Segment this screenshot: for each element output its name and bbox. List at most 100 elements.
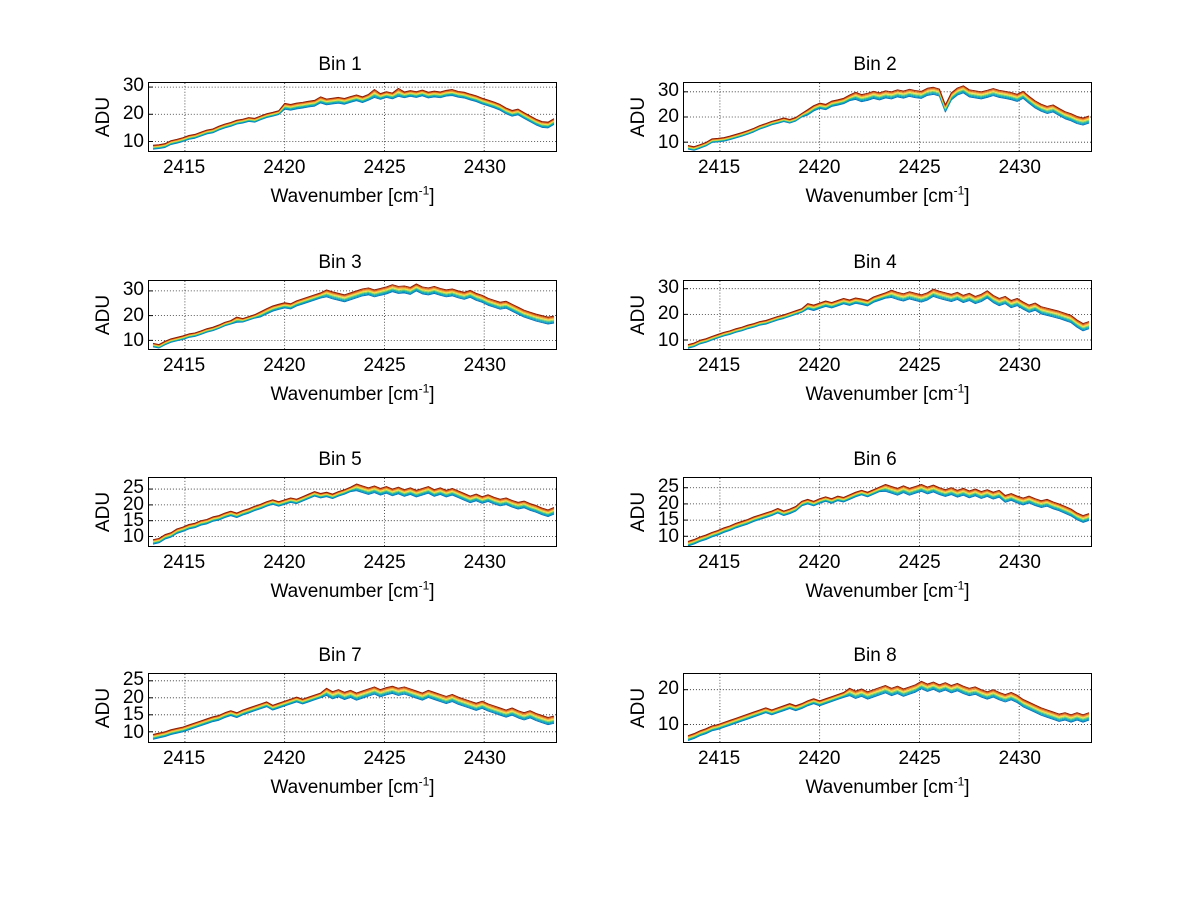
x-axis-label-exponent: -1 — [418, 578, 430, 593]
data-series-trace-5 — [152, 487, 555, 543]
y-tick-label: 20 — [657, 303, 679, 325]
plot-area — [683, 477, 1092, 547]
x-tick-label: 2430 — [463, 552, 506, 573]
y-tick-label: 25 — [122, 669, 144, 690]
data-series-trace-7 — [152, 489, 555, 544]
tick-marks — [149, 488, 153, 537]
y-tick-label: 10 — [657, 131, 679, 153]
data-series-trace-8 — [152, 490, 555, 545]
x-axis-label: Wavenumber [cm-1] — [148, 578, 557, 603]
subplot-title: Bin 7 — [318, 645, 362, 666]
data-series-trace-5 — [152, 689, 555, 738]
x-tick-label: 2420 — [798, 355, 841, 376]
grid-lines — [149, 281, 556, 349]
x-axis-label-exponent: -1 — [418, 183, 430, 198]
data-series-trace-4 — [687, 291, 1090, 347]
y-tick-labels: 10 15 20 25 — [625, 477, 679, 547]
y-tick-labels: 10 20 30 — [625, 278, 679, 351]
x-tick-label: 2430 — [463, 157, 506, 178]
data-series-trace-1 — [687, 288, 1090, 346]
tick-marks — [684, 91, 688, 143]
data-series-trace-1 — [152, 483, 555, 541]
x-tick-label: 2415 — [697, 157, 741, 178]
data-series-trace-1 — [687, 483, 1090, 542]
tick-marks — [684, 288, 688, 341]
x-axis-label-prefix: Wavenumber [cm — [805, 186, 954, 207]
data-series-trace-5 — [152, 92, 555, 148]
data-series-trace-7 — [687, 489, 1090, 546]
subplot-title: Bin 3 — [318, 252, 362, 273]
data-series-trace-1 — [152, 87, 555, 146]
x-axis-label: Wavenumber [cm-1] — [148, 776, 557, 799]
x-tick-label: 2420 — [263, 355, 306, 376]
data-series-trace-5 — [687, 685, 1090, 739]
x-axis-label-suffix: ] — [429, 777, 435, 798]
y-tick-label: 20 — [122, 103, 144, 125]
x-axis-label: Wavenumber [cm-1] — [683, 381, 1092, 406]
data-series-trace-3 — [152, 687, 555, 737]
x-axis-label-prefix: Wavenumber [cm — [270, 384, 419, 405]
subplot-title: Bin 4 — [853, 252, 897, 273]
y-tick-labels: 10 20 30 — [90, 280, 144, 350]
x-tick-label: 2425 — [898, 157, 941, 178]
x-tick-label: 2420 — [263, 748, 306, 769]
data-series-trace-8 — [152, 692, 555, 740]
data-series-trace-6 — [152, 93, 555, 149]
x-tick-label: 2420 — [798, 552, 841, 573]
y-tick-labels: 10 15 20 25 — [90, 477, 144, 547]
data-series-trace-7 — [687, 687, 1090, 741]
data-series-trace-6 — [687, 293, 1090, 348]
x-tick-label: 2425 — [363, 355, 406, 376]
data-series-trace-8 — [687, 295, 1090, 349]
x-tick-label: 2425 — [898, 552, 941, 573]
y-tick-labels: 10 20 30 — [625, 81, 679, 153]
subplot-title: Bin 8 — [853, 645, 897, 666]
x-axis-label: Wavenumber [cm-1] — [148, 381, 557, 406]
x-axis-label-exponent: -1 — [418, 381, 430, 396]
y-tick-label: 30 — [122, 75, 144, 97]
subplot-bin-2: Bin 2 ADU 10 20 30 2415 2420 2425 2430 Wavenumber… — [625, 52, 1125, 248]
data-series-trace-2 — [152, 484, 555, 541]
data-series-trace-1 — [687, 85, 1090, 148]
x-tick-label: 2430 — [998, 748, 1041, 769]
data-series-trace-8 — [152, 95, 555, 150]
tick-marks — [149, 86, 153, 142]
y-tick-labels: 10 15 20 25 — [90, 669, 144, 743]
x-axis-label-prefix: Wavenumber [cm — [805, 777, 954, 798]
x-axis-label-exponent: -1 — [953, 381, 965, 396]
data-series-trace-6 — [152, 488, 555, 544]
y-tick-label: 10 — [122, 721, 144, 743]
x-tick-label: 2425 — [898, 748, 941, 769]
x-tick-label: 2415 — [162, 552, 206, 573]
x-axis-label-prefix: Wavenumber [cm — [270, 186, 419, 207]
x-axis-label: Wavenumber [cm-1] — [683, 183, 1092, 208]
y-tick-label: 10 — [657, 329, 679, 351]
data-series-trace-1 — [152, 283, 555, 346]
data-series-trace-8 — [152, 290, 555, 349]
data-series-trace-2 — [152, 686, 555, 736]
grid-lines — [684, 281, 1091, 349]
y-tick-label: 20 — [122, 493, 144, 515]
y-tick-label: 15 — [657, 509, 679, 531]
tick-marks — [149, 290, 153, 341]
data-series-trace-4 — [687, 486, 1090, 544]
x-axis-label-exponent: -1 — [953, 183, 965, 198]
subplot-title: Bin 6 — [853, 449, 897, 470]
data-series-trace-3 — [687, 290, 1090, 347]
grid-lines — [149, 83, 556, 151]
x-axis-label-suffix: ] — [964, 186, 970, 207]
x-axis-label-suffix: ] — [429, 384, 435, 405]
data-series-trace-1 — [152, 685, 555, 735]
x-tick-label: 2415 — [162, 355, 206, 376]
subplot-bin-3: Bin 3 ADU 10 20 30 2415 2420 2425 2430 Wavenumber… — [90, 250, 590, 446]
subplot-title: Bin 2 — [853, 54, 897, 75]
x-axis-label-exponent: -1 — [953, 578, 965, 593]
plot-area — [683, 280, 1092, 350]
y-tick-label: 25 — [657, 476, 679, 497]
subplot-title: Bin 1 — [318, 54, 362, 75]
x-tick-label: 2420 — [798, 157, 841, 178]
x-axis-label-prefix: Wavenumber [cm — [270, 581, 419, 602]
data-series-trace-4 — [152, 688, 555, 738]
plot-area — [148, 82, 557, 152]
x-axis-label-prefix: Wavenumber [cm — [270, 777, 419, 798]
